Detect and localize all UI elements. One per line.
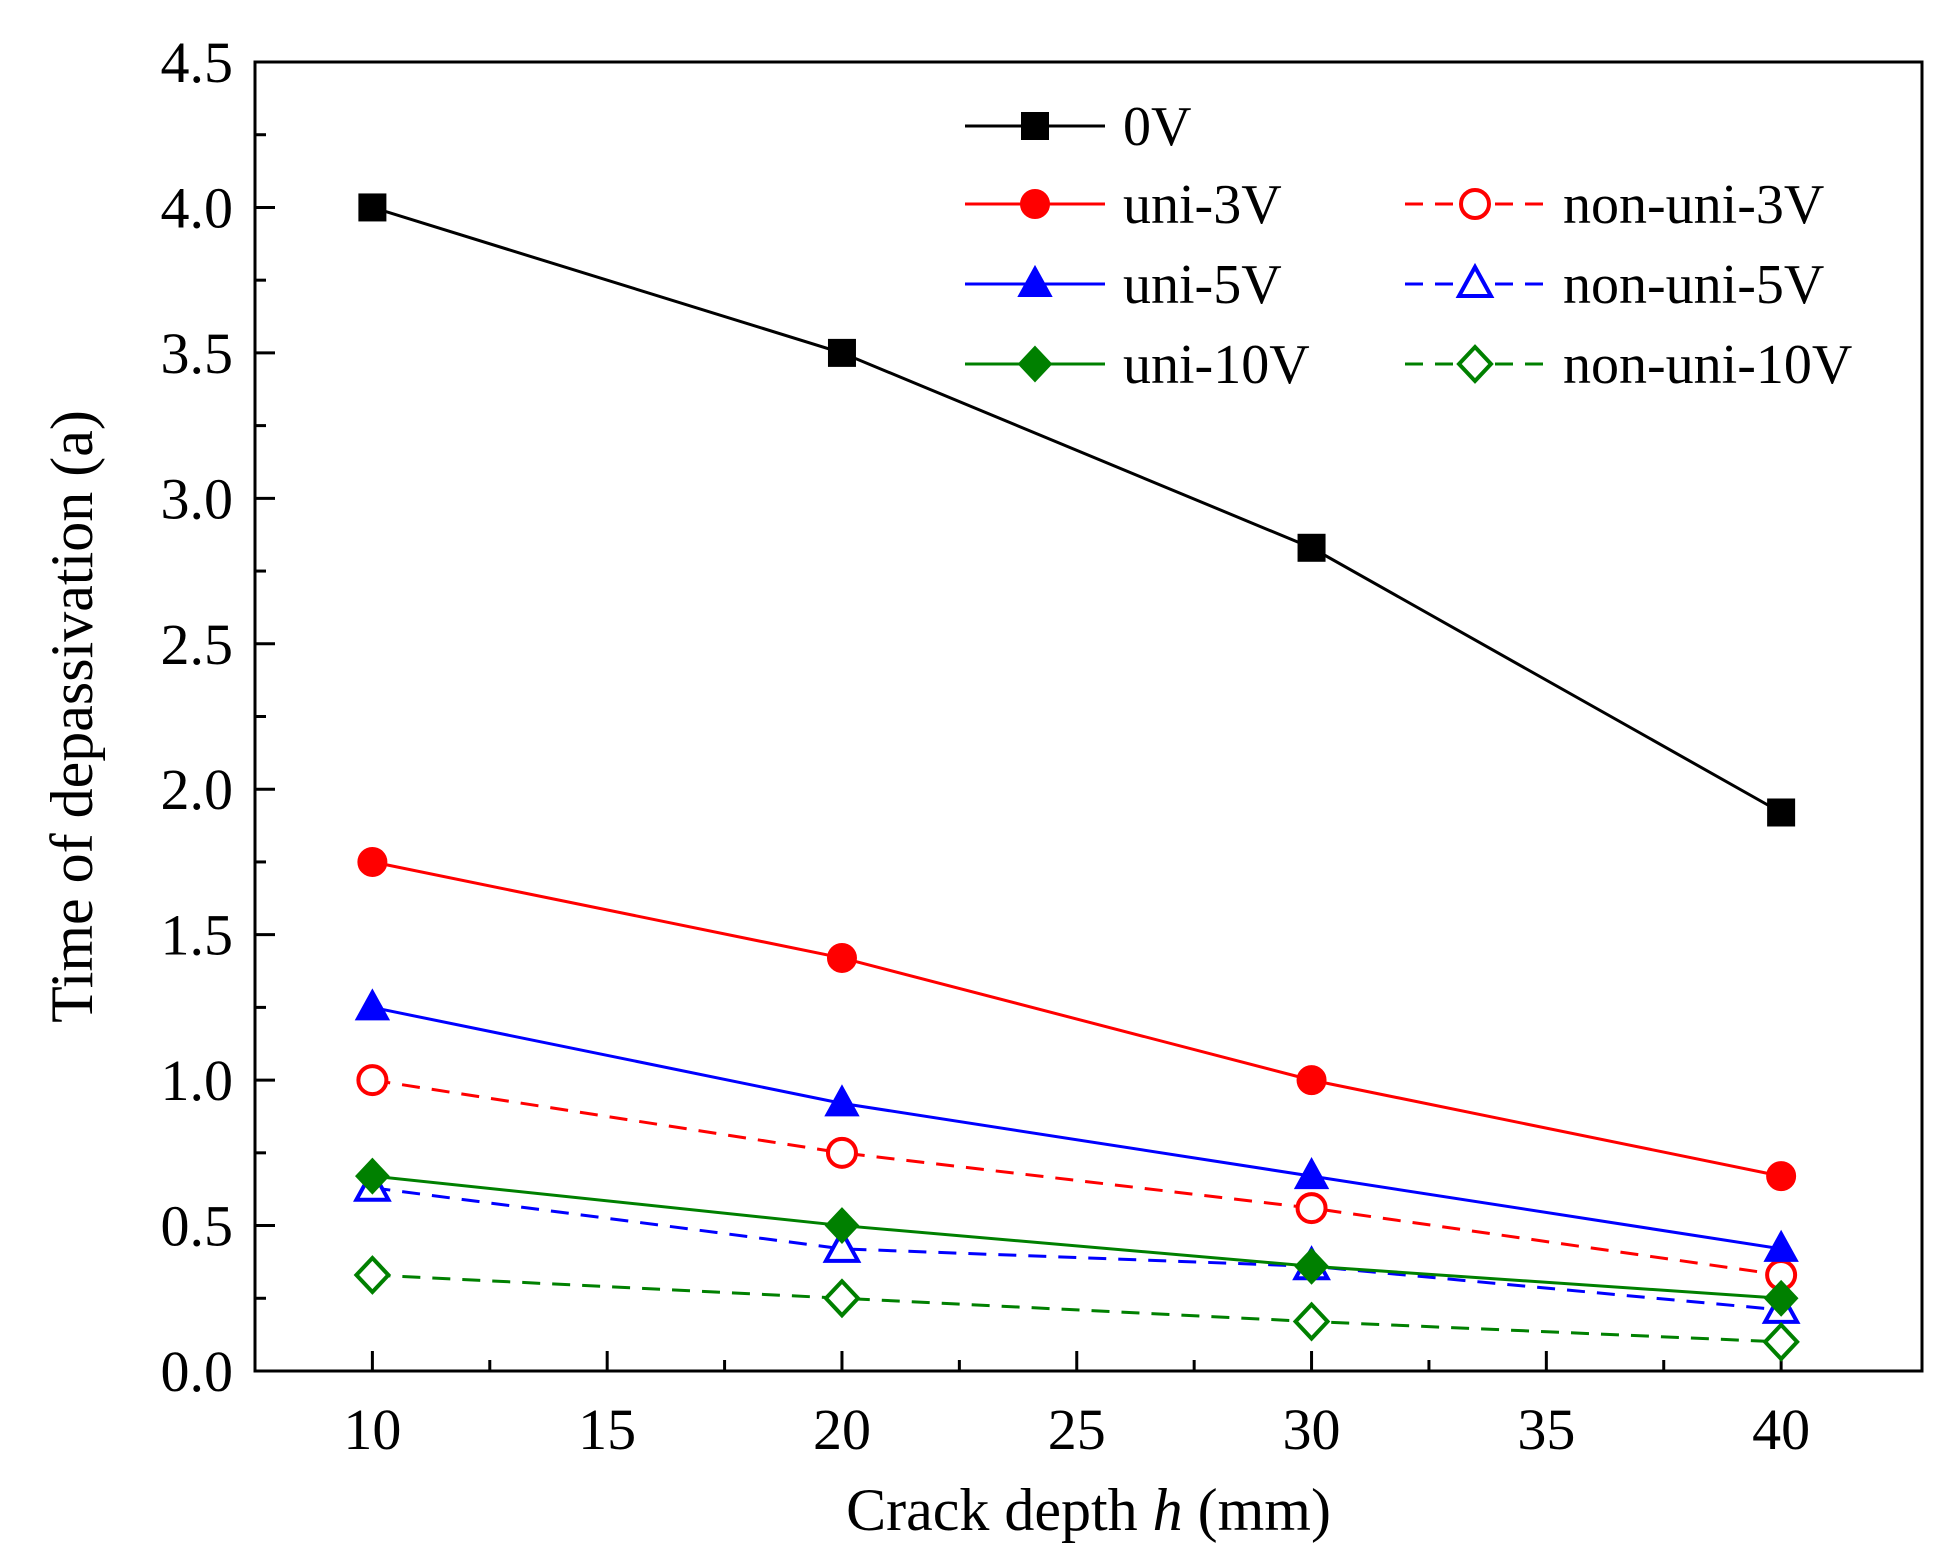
data-point-uni-5v xyxy=(354,988,391,1021)
legend: 0V uni-3V non-uni-3V uni-5V non-uni-5V uni-10… xyxy=(965,96,1852,396)
x-tick-label: 20 xyxy=(813,1397,871,1462)
legend-label-uni-5v: uni-5V xyxy=(1123,254,1282,316)
data-point-uni-3v xyxy=(826,942,857,973)
legend-marker-non-uni-5v xyxy=(1455,262,1495,298)
axes: 10 15 20 25 30 35 40 0.0 0.5 1.0 1.5 2.0 2.5 3.0 3.5 4.… xyxy=(161,30,1924,1462)
data-point-uni-3v xyxy=(1766,1161,1797,1192)
legend-label-uni-10v: uni-10V xyxy=(1123,334,1310,396)
data-point-uni-10v xyxy=(1763,1279,1799,1317)
x-tick-label: 25 xyxy=(1048,1397,1106,1462)
legend-marker-non-uni-3v xyxy=(1459,188,1491,220)
series-line-0v xyxy=(371,206,1782,814)
legend-label-uni-3v: uni-3V xyxy=(1123,174,1282,236)
data-point-non-uni-10v xyxy=(1292,1301,1331,1342)
series-group xyxy=(353,193,1801,1362)
data-point-uni-10v xyxy=(824,1207,860,1245)
legend-label-0v: 0V xyxy=(1123,96,1191,158)
legend-entry-0v: 0V xyxy=(965,96,1191,158)
data-point-uni-3v xyxy=(357,846,388,877)
series-line-uni-5v xyxy=(372,1005,1782,1251)
y-tick-label: 4.5 xyxy=(161,30,234,95)
y-tick-label: 3.0 xyxy=(161,466,234,531)
legend-marker-uni-10v xyxy=(1017,345,1053,383)
legend-label-non-uni-10v: non-uni-10V xyxy=(1563,334,1852,396)
x-axis-title: Crack depth h (mm) xyxy=(846,1477,1331,1543)
data-point-uni-3v xyxy=(1296,1065,1327,1096)
legend-entry-uni-10v: uni-10V xyxy=(965,334,1310,396)
legend-entry-non-uni-10v: non-uni-10V xyxy=(1405,334,1852,396)
series-line-non-uni-10v xyxy=(372,1273,1782,1344)
series-non-uni-10v xyxy=(353,1255,1800,1362)
data-point-non-uni-10v xyxy=(823,1278,861,1319)
series-uni-5v xyxy=(354,988,1799,1262)
data-point-0v xyxy=(1297,533,1326,562)
x-tick-label: 30 xyxy=(1283,1397,1341,1462)
y-tick-label: 0.5 xyxy=(161,1194,234,1259)
series-0v xyxy=(358,193,1796,827)
legend-entry-non-uni-5v: non-uni-5V xyxy=(1405,254,1824,316)
data-point-non-uni-10v xyxy=(353,1255,392,1295)
y-tick-label: 3.5 xyxy=(161,321,234,386)
data-point-0v xyxy=(827,338,856,367)
legend-marker-non-uni-10v xyxy=(1456,344,1494,384)
data-point-uni-5v xyxy=(1763,1229,1799,1262)
legend-marker-0v xyxy=(1021,112,1049,140)
x-tick-label: 10 xyxy=(343,1397,401,1462)
x-tick-label: 40 xyxy=(1752,1397,1810,1462)
data-point-uni-5v xyxy=(1293,1157,1330,1190)
legend-entry-non-uni-3v: non-uni-3V xyxy=(1405,174,1824,236)
y-tick-label: 1.0 xyxy=(161,1048,234,1113)
legend-entry-uni-3v: uni-3V xyxy=(965,174,1282,236)
x-tick-label: 15 xyxy=(578,1397,636,1462)
y-tick-label: 4.0 xyxy=(161,175,234,240)
series-line-uni-10v xyxy=(372,1174,1782,1300)
series-line-uni-3v xyxy=(372,860,1782,1178)
legend-label-non-uni-3v: non-uni-3V xyxy=(1563,174,1824,236)
x-axis-title-variable: h xyxy=(1153,1477,1183,1543)
data-point-uni-10v xyxy=(355,1157,390,1195)
data-point-non-uni-5v xyxy=(822,1227,862,1263)
y-tick-label: 0.0 xyxy=(161,1339,234,1404)
data-point-0v xyxy=(1767,798,1796,827)
series-uni-3v xyxy=(357,846,1797,1192)
y-tick-label: 2.5 xyxy=(161,612,234,677)
data-point-uni-5v xyxy=(824,1084,860,1117)
data-point-non-uni-3v xyxy=(825,1136,858,1169)
data-point-non-uni-3v xyxy=(1295,1192,1328,1225)
legend-marker-uni-3v xyxy=(1020,189,1050,219)
y-axis-title: Time of depassivation (a) xyxy=(39,410,105,1023)
y-tick-label: 1.5 xyxy=(161,903,234,968)
y-tick-label: 2.0 xyxy=(161,757,234,822)
data-point-non-uni-3v xyxy=(356,1064,389,1097)
legend-entry-uni-5v: uni-5V xyxy=(965,254,1282,316)
series-non-uni-3v xyxy=(356,1064,1798,1292)
data-point-uni-10v xyxy=(1294,1247,1329,1285)
legend-label-non-uni-5v: non-uni-5V xyxy=(1563,254,1824,316)
x-axis-title-suffix: (mm) xyxy=(1183,1477,1331,1543)
series-uni-10v xyxy=(355,1157,1799,1317)
data-point-non-uni-10v xyxy=(1762,1321,1800,1362)
legend-marker-uni-5v xyxy=(1017,264,1053,297)
x-axis-title-prefix: Crack depth xyxy=(846,1477,1153,1543)
series-line-non-uni-3v xyxy=(372,1078,1782,1277)
series-line-non-uni-5v xyxy=(372,1186,1782,1312)
x-tick-label: 35 xyxy=(1517,1397,1575,1462)
data-point-0v xyxy=(358,193,387,222)
